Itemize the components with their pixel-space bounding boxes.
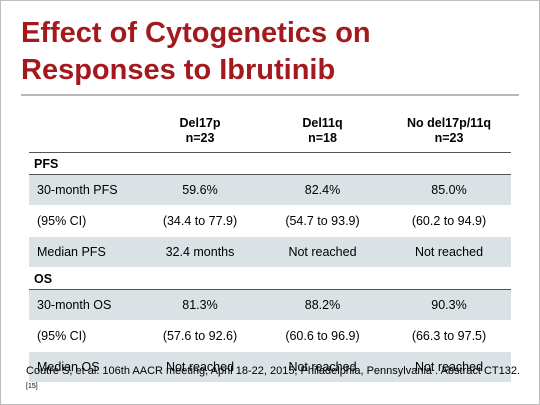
header-row: Del17p n=23 Del11q n=18 No del17p/11q n=…: [29, 110, 511, 153]
table-cell: 82.4%: [258, 174, 387, 206]
table-cell: (60.2 to 94.9): [387, 205, 511, 237]
column-header-n: n=23: [434, 131, 464, 145]
column-header-no-del: No del17p/11q n=23: [387, 110, 511, 153]
table-cell: (66.3 to 97.5): [387, 320, 511, 352]
table-cell: (54.7 to 93.9): [258, 205, 387, 237]
column-header-del17p: Del17p n=23: [142, 110, 258, 153]
table-cell: (34.4 to 77.9): [142, 205, 258, 237]
table-cell: (57.6 to 92.6): [142, 320, 258, 352]
table-cell: Not reached: [258, 351, 387, 383]
table-cell: 85.0%: [387, 174, 511, 206]
table-cell: 88.2%: [258, 289, 387, 321]
section-header-pfs: PFS: [29, 152, 511, 175]
column-header-name: No del17p/11q: [406, 116, 492, 130]
table-cell: 90.3%: [387, 289, 511, 321]
table-cell: 59.6%: [142, 174, 258, 206]
table-row: 30-month PFS 59.6% 82.4% 85.0%: [29, 174, 511, 206]
table-row: Median OS Not reached Not reached Not re…: [29, 351, 511, 383]
column-header-n: n=18: [308, 131, 337, 145]
row-label: 30-month PFS: [29, 174, 142, 206]
table-row: (95% CI) (57.6 to 92.6) (60.6 to 96.9) (…: [29, 320, 511, 352]
slide-title: Effect of Cytogenetics on Responses to I…: [21, 17, 371, 86]
table-cell: 32.4 months: [142, 236, 258, 268]
table-row: (95% CI) (34.4 to 77.9) (54.7 to 93.9) (…: [29, 205, 511, 237]
row-label: Median PFS: [29, 236, 142, 268]
row-label: Median OS: [29, 351, 142, 383]
table-cell: Not reached: [142, 351, 258, 383]
table-cell: Not reached: [387, 351, 511, 383]
title-divider: [21, 94, 519, 96]
column-header-blank: [29, 110, 142, 153]
row-label: 30-month OS: [29, 289, 142, 321]
table-cell: (60.6 to 96.9): [258, 320, 387, 352]
column-header-del11q: Del11q n=18: [258, 110, 387, 153]
section-label: OS: [29, 267, 511, 290]
table-cell: Not reached: [387, 236, 511, 268]
citation-text: Coutre S, et al. 106th AACR meeting, Apr…: [26, 365, 521, 377]
table-cell: Not reached: [258, 236, 387, 268]
citation-ref: [15]: [26, 383, 38, 390]
column-header-name: Del11q: [302, 116, 343, 130]
row-label: (95% CI): [29, 205, 142, 237]
table-cell: 81.3%: [142, 289, 258, 321]
table-row: 30-month OS 81.3% 88.2% 90.3%: [29, 289, 511, 321]
section-label: PFS: [29, 152, 511, 175]
column-header-name: Del17p: [179, 116, 221, 130]
cytogenetics-table: Del17p n=23 Del11q n=18 No del17p/11q n=…: [29, 110, 511, 383]
citation-footnote: Coutre S, et al. 106th AACR meeting, Apr…: [26, 364, 526, 398]
column-header-n: n=23: [185, 131, 215, 145]
table-row: Median PFS 32.4 months Not reached Not r…: [29, 236, 511, 268]
section-header-os: OS: [29, 267, 511, 290]
row-label: (95% CI): [29, 320, 142, 352]
